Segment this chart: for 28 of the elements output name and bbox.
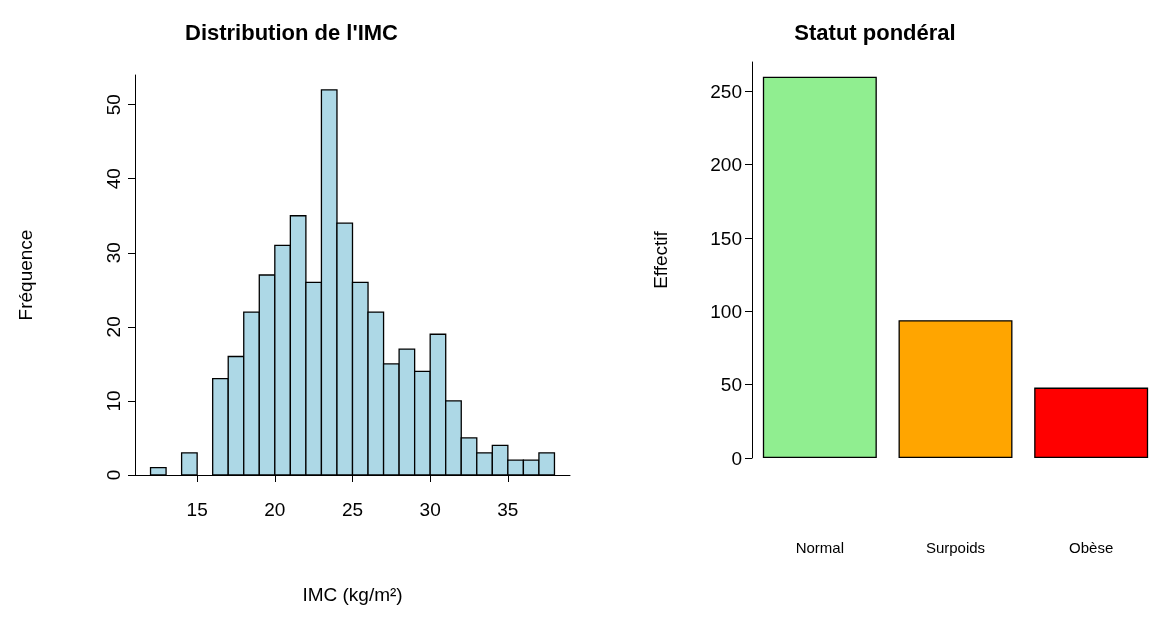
y-tick-label: 200 <box>710 154 742 176</box>
y-tick-label: 20 <box>103 316 124 338</box>
chart-title: Statut pondéral <box>794 19 956 45</box>
x-tick-label: Surpoids <box>925 539 986 556</box>
y-tick-label: 250 <box>710 80 742 102</box>
x-tick-label: 15 <box>186 499 208 520</box>
x-tick-label: Obèse <box>1069 539 1114 556</box>
x-tick-label: 30 <box>419 499 441 520</box>
y-axis-title: Fréquence <box>15 229 36 321</box>
x-tick-label: 25 <box>341 499 364 520</box>
bar <box>898 320 1013 458</box>
bar <box>1034 387 1149 458</box>
y-tick-label: 50 <box>720 374 742 396</box>
y-tick-label: 40 <box>103 168 124 190</box>
y-tick-label: 150 <box>710 227 742 249</box>
y-axis-title: Effectif <box>650 230 671 289</box>
x-tick-label: 20 <box>264 499 286 520</box>
x-tick-label: 35 <box>497 499 519 520</box>
chart-title: Distribution de l'IMC <box>185 19 399 45</box>
y-tick-label: 0 <box>731 447 742 469</box>
y-tick-label: 10 <box>103 390 124 412</box>
y-tick-label: 0 <box>103 469 124 481</box>
y-tick-label: 100 <box>710 300 742 322</box>
y-tick-label: 30 <box>103 242 124 264</box>
x-tick-label: Normal <box>795 539 845 556</box>
y-tick-label: 50 <box>103 94 124 116</box>
x-axis-title: IMC (kg/m²) <box>302 584 403 605</box>
bar <box>762 76 877 458</box>
